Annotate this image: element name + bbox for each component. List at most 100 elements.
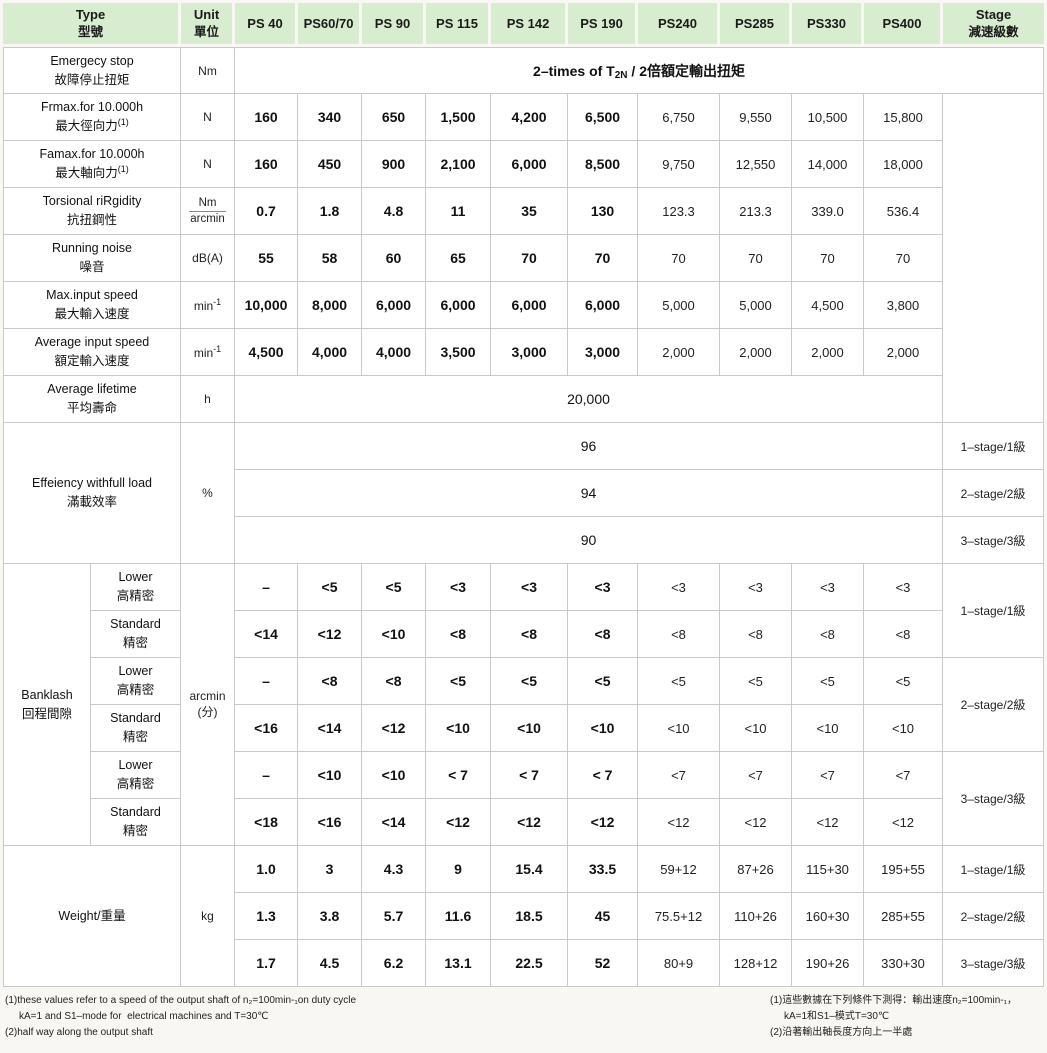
sublabel-grade: Standard 精密 — [91, 611, 182, 658]
value-cell: 10,500 — [792, 94, 865, 141]
label-zh: 滿載效率 — [67, 495, 118, 509]
footnotes-left: (1)these values refer to a speed of the … — [5, 993, 356, 1041]
value-cell: 4,200 — [491, 94, 569, 141]
value-cell: 15,800 — [864, 94, 944, 141]
value-cell: 2,000 — [864, 329, 944, 376]
value-cell: <14 — [362, 799, 427, 846]
value-cell: 5,000 — [638, 282, 721, 329]
sublabel-grade: Standard 精密 — [91, 705, 182, 752]
value-cell: 195+55 — [864, 846, 944, 893]
value-cell: <10 — [638, 705, 721, 752]
value-cell: <8 — [638, 611, 721, 658]
label-zh: 最大徑向力(1) — [6, 116, 178, 136]
value-cell: <12 — [638, 799, 721, 846]
value-cell: <12 — [864, 799, 944, 846]
value-cell: <10 — [491, 705, 569, 752]
value-cell: 6,500 — [568, 94, 639, 141]
value-cell: – — [235, 658, 299, 705]
value-cell: 70 — [720, 235, 793, 282]
value-cell: 8,000 — [298, 282, 363, 329]
value-cell: <3 — [568, 564, 639, 611]
stage-cell: 3–stage/3級 — [943, 752, 1045, 846]
value-cell: 52 — [568, 940, 639, 987]
label-en: Average lifetime — [47, 382, 137, 397]
value-cell: 70 — [638, 235, 721, 282]
label-zh: 回程間隙 — [21, 706, 72, 721]
value-cell: <5 — [568, 658, 639, 705]
value-cell: 2,000 — [720, 329, 793, 376]
grade-zh: 高精密 — [116, 589, 155, 603]
label-average-input-speed: Average input speed 額定輸入速度 — [3, 329, 182, 376]
value-cell: 4,500 — [792, 282, 865, 329]
value-cell: 1.8 — [298, 188, 363, 235]
grade-en: Standard — [110, 617, 161, 632]
value-cell: 11.6 — [426, 893, 492, 940]
value-cell: 70 — [792, 235, 865, 282]
value-cell: 340 — [298, 94, 363, 141]
value-suffix: / 2倍額定輸出扭矩 — [627, 62, 745, 79]
label-max-input-speed: Max.input speed 最大輸入速度 — [3, 282, 182, 329]
value-cell: <3 — [864, 564, 944, 611]
label-zh: 抗扭鋼性 — [67, 213, 118, 227]
unit-torsional-rigidity: Nm arcmin — [181, 188, 236, 235]
label-zh: 最大輸入速度 — [54, 307, 130, 321]
value-cell: 123.3 — [638, 188, 721, 235]
label-zh: 平均壽命 — [67, 401, 118, 415]
header-model-ps190: PS 190 — [568, 3, 639, 47]
row-average-lifetime: Average lifetime 平均壽命 h 20,000 — [3, 376, 1044, 423]
row-torsional-rigidity: Torsional riRgidity 抗扭鋼性 Nm arcmin 0.7 1… — [3, 188, 1044, 235]
sublabel-grade: Standard 精密 — [91, 799, 182, 846]
unit-main: min — [193, 299, 214, 313]
value-cell: <14 — [298, 705, 363, 752]
value-cell: 1,500 — [426, 94, 492, 141]
value-cell: <10 — [298, 752, 363, 799]
stage-cell: 3–stage/3級 — [943, 517, 1045, 564]
unit-line2: (分) — [197, 705, 218, 719]
header-model-ps400: PS400 — [864, 3, 944, 47]
header-model-ps6070: PS60/70 — [298, 3, 363, 47]
header-unit-en: Unit — [193, 7, 220, 23]
row-backlash-1stage-standard: Standard 精密 <14 <12 <10 <8 <8 <8 <8 <8 <… — [3, 611, 1044, 658]
stage-cell: 1–stage/1級 — [943, 423, 1045, 470]
grade-en: Lower — [118, 570, 153, 585]
header-stage: Stage 減速級數 — [943, 3, 1045, 47]
value-cell: 22.5 — [491, 940, 569, 987]
value-cell: 110+26 — [720, 893, 793, 940]
label-famax: Famax.for 10.000h 最大軸向力(1) — [3, 141, 182, 188]
row-backlash-3stage-lower: Lower 高精密 – <10 <10 < 7 < 7 < 7 <7 <7 <7… — [3, 752, 1045, 846]
unit-efficiency: % — [181, 423, 236, 564]
value-cell: 3,800 — [864, 282, 944, 329]
row-running-noise: Running noise 噪音 dB(A) 55 58 60 65 70 70… — [3, 235, 1044, 282]
value-cell: <7 — [638, 752, 721, 799]
row-efficiency-1stage: Effeiency withfull load 滿載效率 % 96 1–stag… — [3, 423, 1045, 564]
value-cell: <12 — [426, 799, 492, 846]
value-cell: 9 — [426, 846, 492, 893]
value-cell: <5 — [491, 658, 569, 705]
label-en: Frmax.for 10.000h — [40, 99, 144, 114]
value-cell: 70 — [568, 235, 639, 282]
value-cell: 4.8 — [362, 188, 427, 235]
header-unit-zh: 單位 — [194, 24, 220, 39]
value-cell: 4,000 — [362, 329, 427, 376]
value-cell: < 7 — [568, 752, 639, 799]
label-en: Effeiency withfull load — [32, 476, 152, 491]
header-model-ps285: PS285 — [720, 3, 793, 47]
value-cell: <5 — [362, 564, 427, 611]
label-weight: Weight/重量 — [3, 846, 182, 987]
value-cell: 55 — [235, 235, 299, 282]
header-row: Type 型號 Unit 單位 PS 40 PS60/70 PS 90 PS 1… — [3, 3, 1045, 47]
value-cell: 2,000 — [638, 329, 721, 376]
unit-superscript: -1 — [213, 297, 222, 307]
value-cell: <3 — [638, 564, 721, 611]
value-cell: 900 — [362, 141, 427, 188]
value-cell: 3.8 — [298, 893, 363, 940]
value-cell: 8,500 — [568, 141, 639, 188]
value-cell: <10 — [362, 611, 427, 658]
header-model-ps142: PS 142 — [491, 3, 569, 47]
footnote-line: (2)沿著輸出軸長度方向上一半處 — [769, 1027, 913, 1038]
value-cell: 3,500 — [426, 329, 492, 376]
label-frmax: Frmax.for 10.000h 最大徑向力(1) — [3, 94, 182, 141]
label-en: Max.input speed — [46, 288, 138, 303]
unit-weight: kg — [181, 846, 236, 987]
row-max-input-speed: Max.input speed 最大輸入速度 min-1 10,000 8,00… — [3, 282, 1044, 329]
